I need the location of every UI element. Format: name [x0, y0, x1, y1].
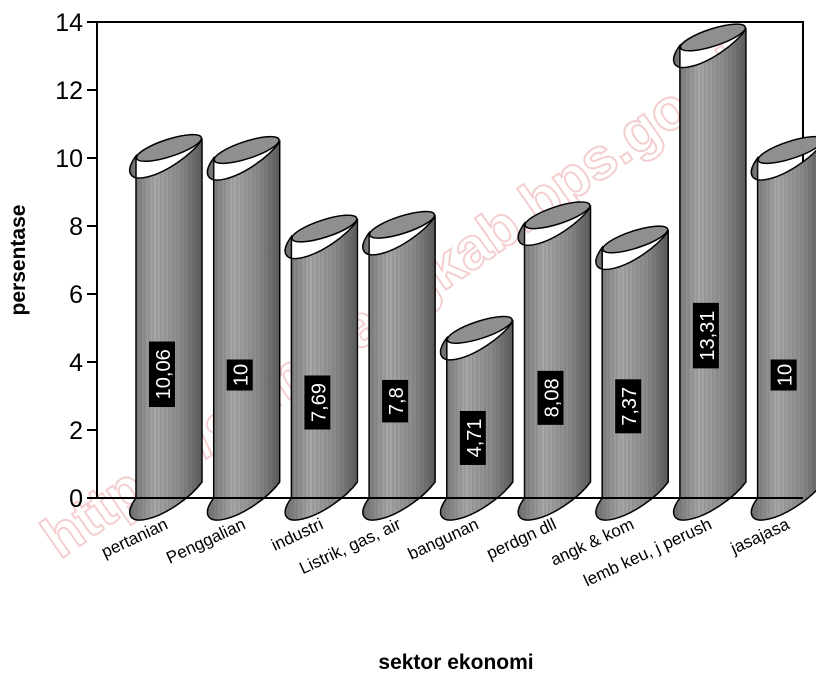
data-label-box [615, 379, 642, 434]
y-axis-title: persentase [7, 205, 30, 316]
y-tick-label: 4 [69, 349, 83, 377]
bar: 10,06 [129, 133, 203, 521]
x-axis-title: sektor ekonomi [378, 651, 533, 674]
data-label-text: 7,69 [308, 383, 330, 422]
bars-group: 10,06 10 7,69 7,8 4,71 8,08 7,37 13,31 10 [97, 23, 816, 521]
x-tick-label: perdgn dll [483, 514, 559, 563]
bar-texture [595, 231, 669, 521]
data-label-text: 7,37 [619, 387, 641, 426]
bar-top-cap [446, 315, 513, 344]
data-label-box [149, 341, 175, 408]
bar-texture [518, 207, 591, 521]
data-label: 10 [226, 359, 253, 391]
bar-top-cap [602, 225, 669, 254]
bar-top-cap [135, 133, 203, 163]
data-label-text: 4,71 [464, 418, 486, 457]
data-label-box [304, 375, 331, 430]
y-tick-label: 6 [69, 281, 83, 309]
data-label-text: 7,8 [386, 387, 408, 415]
bar-top-cap [757, 135, 816, 165]
data-label-text: 10,06 [153, 349, 175, 399]
data-label-box [382, 379, 409, 423]
y-tick-label: 12 [55, 77, 83, 105]
x-tick-label: jasajasa [727, 514, 793, 558]
bar-top-cap [679, 23, 747, 52]
bar-top-cap [524, 201, 591, 230]
y-tick-label: 10 [55, 145, 83, 173]
bar: 10 [206, 135, 281, 521]
data-label-text: 10 [775, 364, 797, 386]
bar: 7,69 [284, 214, 359, 521]
bar: 8,08 [517, 201, 592, 521]
bar-texture [207, 142, 280, 521]
data-label-text: 13,31 [697, 311, 719, 361]
data-label-box [459, 410, 486, 465]
data-label-box [692, 302, 719, 369]
bar: 4,71 [439, 315, 514, 521]
bar-texture [285, 220, 358, 520]
data-label: 13,31 [692, 302, 719, 369]
data-label-text: 8,08 [542, 378, 564, 417]
x-tick-label: lemb keu, j perush [581, 514, 715, 590]
y-axis: 0 2 4 6 8 10 12 14 [55, 9, 97, 513]
bar: 13,31 [672, 23, 747, 521]
bar-texture [129, 139, 202, 521]
bar-texture [673, 29, 746, 521]
data-label: 7,69 [304, 375, 331, 430]
x-tick-label: Penggalian [163, 514, 248, 567]
data-label-text: 10 [231, 364, 253, 386]
data-label-box [226, 359, 253, 391]
data-label: 10,06 [149, 341, 175, 408]
bar: 7,8 [362, 210, 436, 521]
y-tick-label: 2 [69, 417, 83, 445]
bar-top-cap [368, 210, 436, 239]
data-label: 8,08 [537, 370, 564, 425]
x-tick-label: bangunan [405, 514, 482, 563]
bar-top-cap [291, 214, 358, 243]
y-tick-label: 8 [69, 213, 83, 241]
data-label: 4,71 [459, 410, 486, 465]
data-label: 10 [770, 359, 797, 391]
bar-texture [362, 216, 436, 520]
data-label-box [770, 359, 797, 391]
bar-texture [751, 150, 816, 521]
y-tick-label: 14 [55, 9, 83, 37]
bar: 7,37 [595, 225, 669, 521]
data-label: 7,8 [382, 379, 409, 423]
y-tick-label: 0 [69, 485, 83, 513]
bar: 10 [750, 135, 816, 521]
bar-top-cap [213, 135, 280, 165]
data-label-box [537, 370, 564, 425]
data-label: 7,37 [615, 379, 642, 434]
